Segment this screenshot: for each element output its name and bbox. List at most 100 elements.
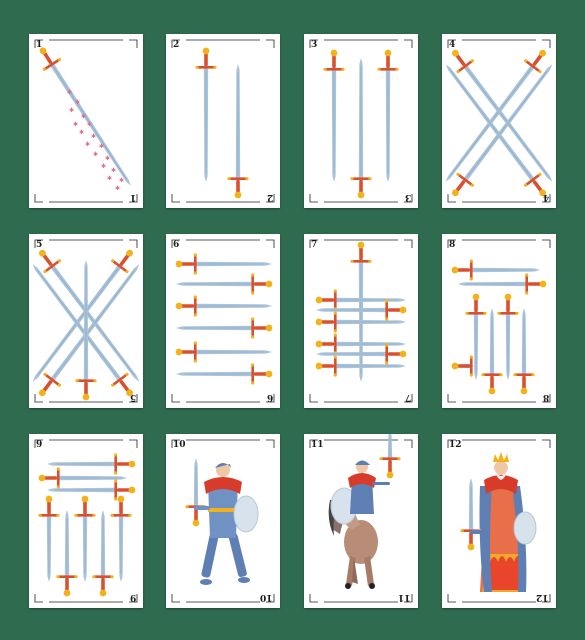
card-number-top: 1 [36, 40, 43, 50]
card-number-bottom: 8 [542, 392, 549, 402]
star-icon: ✱ [101, 163, 106, 170]
card-number-top: 8 [449, 240, 456, 250]
sword [175, 295, 272, 317]
page-figure [185, 458, 259, 585]
card-number-top: 6 [173, 240, 180, 250]
page-sword [185, 458, 207, 527]
card-artwork [309, 239, 413, 403]
card-number-top: 4 [449, 40, 456, 50]
star-icon: ✱ [75, 99, 80, 106]
sword [175, 341, 272, 363]
knight-figure [328, 434, 401, 589]
sword [315, 311, 406, 333]
card-number-bottom: 5 [129, 392, 136, 402]
star-icon: ✱ [69, 107, 74, 114]
card-artwork [309, 39, 413, 203]
sword [38, 264, 140, 397]
card-artwork [447, 439, 551, 603]
star-icon: ✱ [119, 177, 124, 184]
sword [315, 355, 406, 377]
sword [175, 253, 272, 275]
card-12[interactable]: 12 12 [442, 434, 556, 608]
sword [316, 343, 407, 365]
card-number-bottom: 9 [129, 592, 136, 602]
star-icon: ✱ [91, 133, 96, 140]
sword [176, 273, 273, 295]
card-artwork [32, 239, 140, 403]
card-number-bottom: 12 [536, 592, 549, 602]
star-icon: ✱ [85, 141, 90, 148]
ace-sword [39, 47, 131, 186]
star-icon: ✱ [111, 167, 116, 174]
card-number-top: 7 [311, 240, 318, 250]
card-artwork [34, 439, 138, 603]
card-artwork [171, 39, 275, 203]
sword [315, 333, 406, 355]
card-artwork [445, 39, 553, 203]
card-number-top: 10 [173, 440, 186, 450]
sword [451, 49, 553, 182]
card-artwork [447, 239, 551, 403]
card-number-top: 5 [36, 240, 43, 250]
sword [445, 49, 547, 182]
sword [47, 479, 136, 501]
star-icon: ✱ [107, 175, 112, 182]
card-artwork: ✱✱✱✱✱ ✱✱✱✱ ✱✱✱✱✱✱ ✱✱ [34, 39, 138, 203]
sword [47, 453, 136, 475]
sword [176, 317, 273, 339]
star-icon: ✱ [79, 129, 84, 136]
star-icon: ✱ [73, 121, 78, 128]
star-icon: ✱ [99, 143, 104, 150]
sword [110, 495, 132, 582]
sword [92, 510, 114, 597]
card-number-bottom: 2 [266, 192, 273, 202]
knight-sword [379, 434, 401, 479]
card-number-top: 2 [173, 40, 180, 50]
sword [176, 363, 273, 385]
sword [323, 49, 345, 182]
star-icon: ✱ [93, 151, 98, 158]
card-11[interactable]: 11 11 [304, 434, 418, 608]
sword [195, 47, 217, 182]
card-number-top: 11 [311, 440, 324, 450]
sword [451, 259, 540, 281]
sword [38, 467, 127, 489]
star-icon: ✱ [67, 89, 72, 96]
sword [56, 510, 78, 597]
king-figure [460, 452, 537, 592]
sword [75, 260, 97, 401]
sword [74, 495, 96, 582]
card-artwork [309, 434, 413, 603]
sword [458, 273, 547, 295]
card-number-bottom: 6 [266, 392, 273, 402]
card-10[interactable]: 10 10 [166, 434, 280, 608]
card-number-top: 12 [449, 440, 462, 450]
sword [451, 64, 553, 197]
sword [451, 355, 474, 377]
sword [32, 264, 134, 397]
card-number-top: 3 [311, 40, 318, 50]
sword [315, 289, 406, 311]
card-artwork [171, 439, 275, 603]
card-number-bottom: 3 [404, 192, 411, 202]
sword [38, 495, 60, 582]
sword [513, 308, 535, 395]
card-1[interactable]: ✱ ✱ ✱ ✱ ✱ ✱ ✱ ✱ ✱ ✱ ✱ ✱ ✱ ✱ ✱ ✱ ✱ 1 1 [29, 34, 143, 208]
card-artwork [171, 239, 275, 403]
star-icon: ✱ [81, 113, 86, 120]
sword [465, 293, 487, 380]
sword [497, 293, 519, 380]
card-number-top: 9 [36, 440, 43, 450]
star-icon: ✱ [105, 155, 110, 162]
card-number-bottom: 7 [404, 392, 411, 402]
sword [481, 308, 503, 395]
sword [377, 49, 399, 182]
